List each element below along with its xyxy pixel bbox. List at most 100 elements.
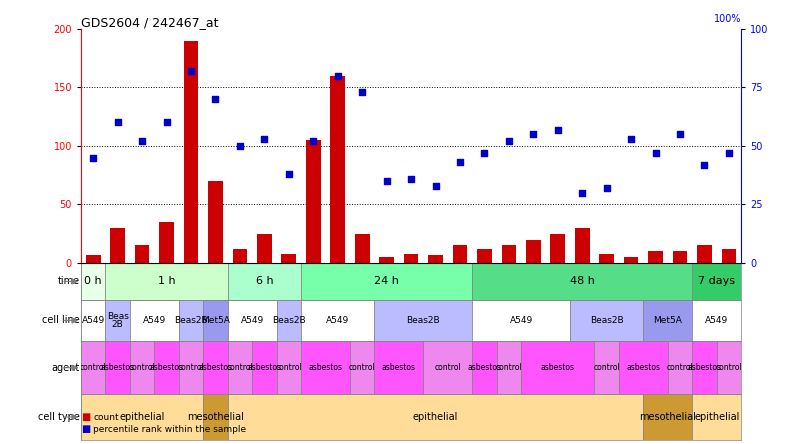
Text: Beas2B: Beas2B (272, 316, 305, 325)
Point (283, 170, 296, 178)
Point (429, 182, 442, 189)
Bar (551, 234, 565, 263)
Bar (252, 341, 276, 394)
Bar (667, 341, 693, 394)
Text: control: control (349, 363, 376, 372)
Bar (301, 300, 374, 341)
Text: GDS2604 / 242467_at: GDS2604 / 242467_at (81, 16, 219, 29)
Bar (472, 341, 497, 394)
Bar (301, 341, 350, 394)
Text: A549: A549 (509, 316, 533, 325)
Text: A549: A549 (143, 316, 166, 325)
Bar (472, 300, 570, 341)
Text: percentile rank within the sample: percentile rank within the sample (93, 425, 246, 434)
Text: time: time (58, 277, 79, 286)
Text: mesothelial: mesothelial (639, 412, 697, 422)
Text: control: control (715, 363, 742, 372)
Bar (81, 300, 105, 341)
Text: asbestos: asbestos (247, 363, 281, 372)
Text: 6 h: 6 h (256, 277, 273, 286)
Bar (428, 255, 443, 263)
Bar (643, 300, 693, 341)
Text: control: control (496, 363, 522, 372)
Point (576, 189, 589, 196)
Bar (203, 300, 228, 341)
Point (87, 154, 100, 161)
Text: mesothelial: mesothelial (187, 412, 244, 422)
Bar (374, 341, 424, 394)
Point (331, 72, 344, 79)
Bar (693, 263, 741, 300)
Text: control: control (275, 363, 302, 372)
Text: control: control (177, 363, 204, 372)
Bar (179, 300, 203, 341)
Bar (81, 341, 105, 394)
Text: asbestos: asbestos (150, 363, 184, 372)
Bar (282, 254, 296, 263)
Text: epithelial: epithelial (119, 412, 164, 422)
Bar (648, 251, 663, 263)
Point (404, 175, 418, 182)
Bar (575, 228, 590, 263)
Bar (697, 246, 712, 263)
Bar (350, 341, 374, 394)
Point (258, 135, 271, 143)
Text: control: control (667, 363, 693, 372)
Bar (86, 255, 100, 263)
Point (625, 135, 637, 143)
Bar (355, 234, 369, 263)
Bar (105, 341, 130, 394)
Point (674, 131, 687, 138)
Text: control: control (129, 363, 156, 372)
Bar (81, 394, 203, 440)
Bar (379, 257, 394, 263)
Point (307, 138, 320, 145)
Bar (228, 263, 301, 300)
Text: Met5A: Met5A (654, 316, 682, 325)
Point (209, 95, 222, 103)
Bar (228, 300, 276, 341)
Point (723, 149, 735, 156)
Bar (208, 181, 223, 263)
Text: Beas2B: Beas2B (590, 316, 624, 325)
Bar (276, 341, 301, 394)
Bar (130, 300, 179, 341)
Point (356, 88, 369, 95)
Text: asbestos: asbestos (541, 363, 575, 372)
Text: control: control (227, 363, 254, 372)
Point (649, 149, 662, 156)
Text: control: control (80, 363, 107, 372)
Bar (693, 394, 741, 440)
Bar (228, 341, 252, 394)
Text: 24 h: 24 h (374, 277, 399, 286)
Text: ■: ■ (81, 424, 90, 434)
Bar (472, 263, 693, 300)
Bar (110, 228, 125, 263)
Bar (477, 249, 492, 263)
Text: Beas2B: Beas2B (174, 316, 208, 325)
Text: Beas
2B: Beas 2B (107, 312, 129, 329)
Bar (570, 300, 643, 341)
Bar (722, 249, 736, 263)
Point (478, 149, 491, 156)
Text: Met5A: Met5A (201, 316, 230, 325)
Point (160, 119, 173, 126)
Text: 100%: 100% (714, 14, 741, 24)
Point (233, 143, 246, 150)
Text: Beas2B: Beas2B (407, 316, 440, 325)
Bar (130, 341, 155, 394)
Text: asbestos: asbestos (688, 363, 722, 372)
Text: A549: A549 (82, 316, 104, 325)
Text: control: control (434, 363, 461, 372)
Bar (105, 263, 228, 300)
Text: 0 h: 0 h (84, 277, 102, 286)
Bar (693, 341, 717, 394)
Point (380, 178, 393, 185)
Bar (643, 394, 693, 440)
Text: A549: A549 (326, 316, 349, 325)
Point (526, 131, 539, 138)
Text: count: count (93, 413, 119, 422)
Text: epithelial: epithelial (694, 412, 740, 422)
Text: 7 days: 7 days (698, 277, 735, 286)
Text: ■: ■ (81, 412, 90, 422)
